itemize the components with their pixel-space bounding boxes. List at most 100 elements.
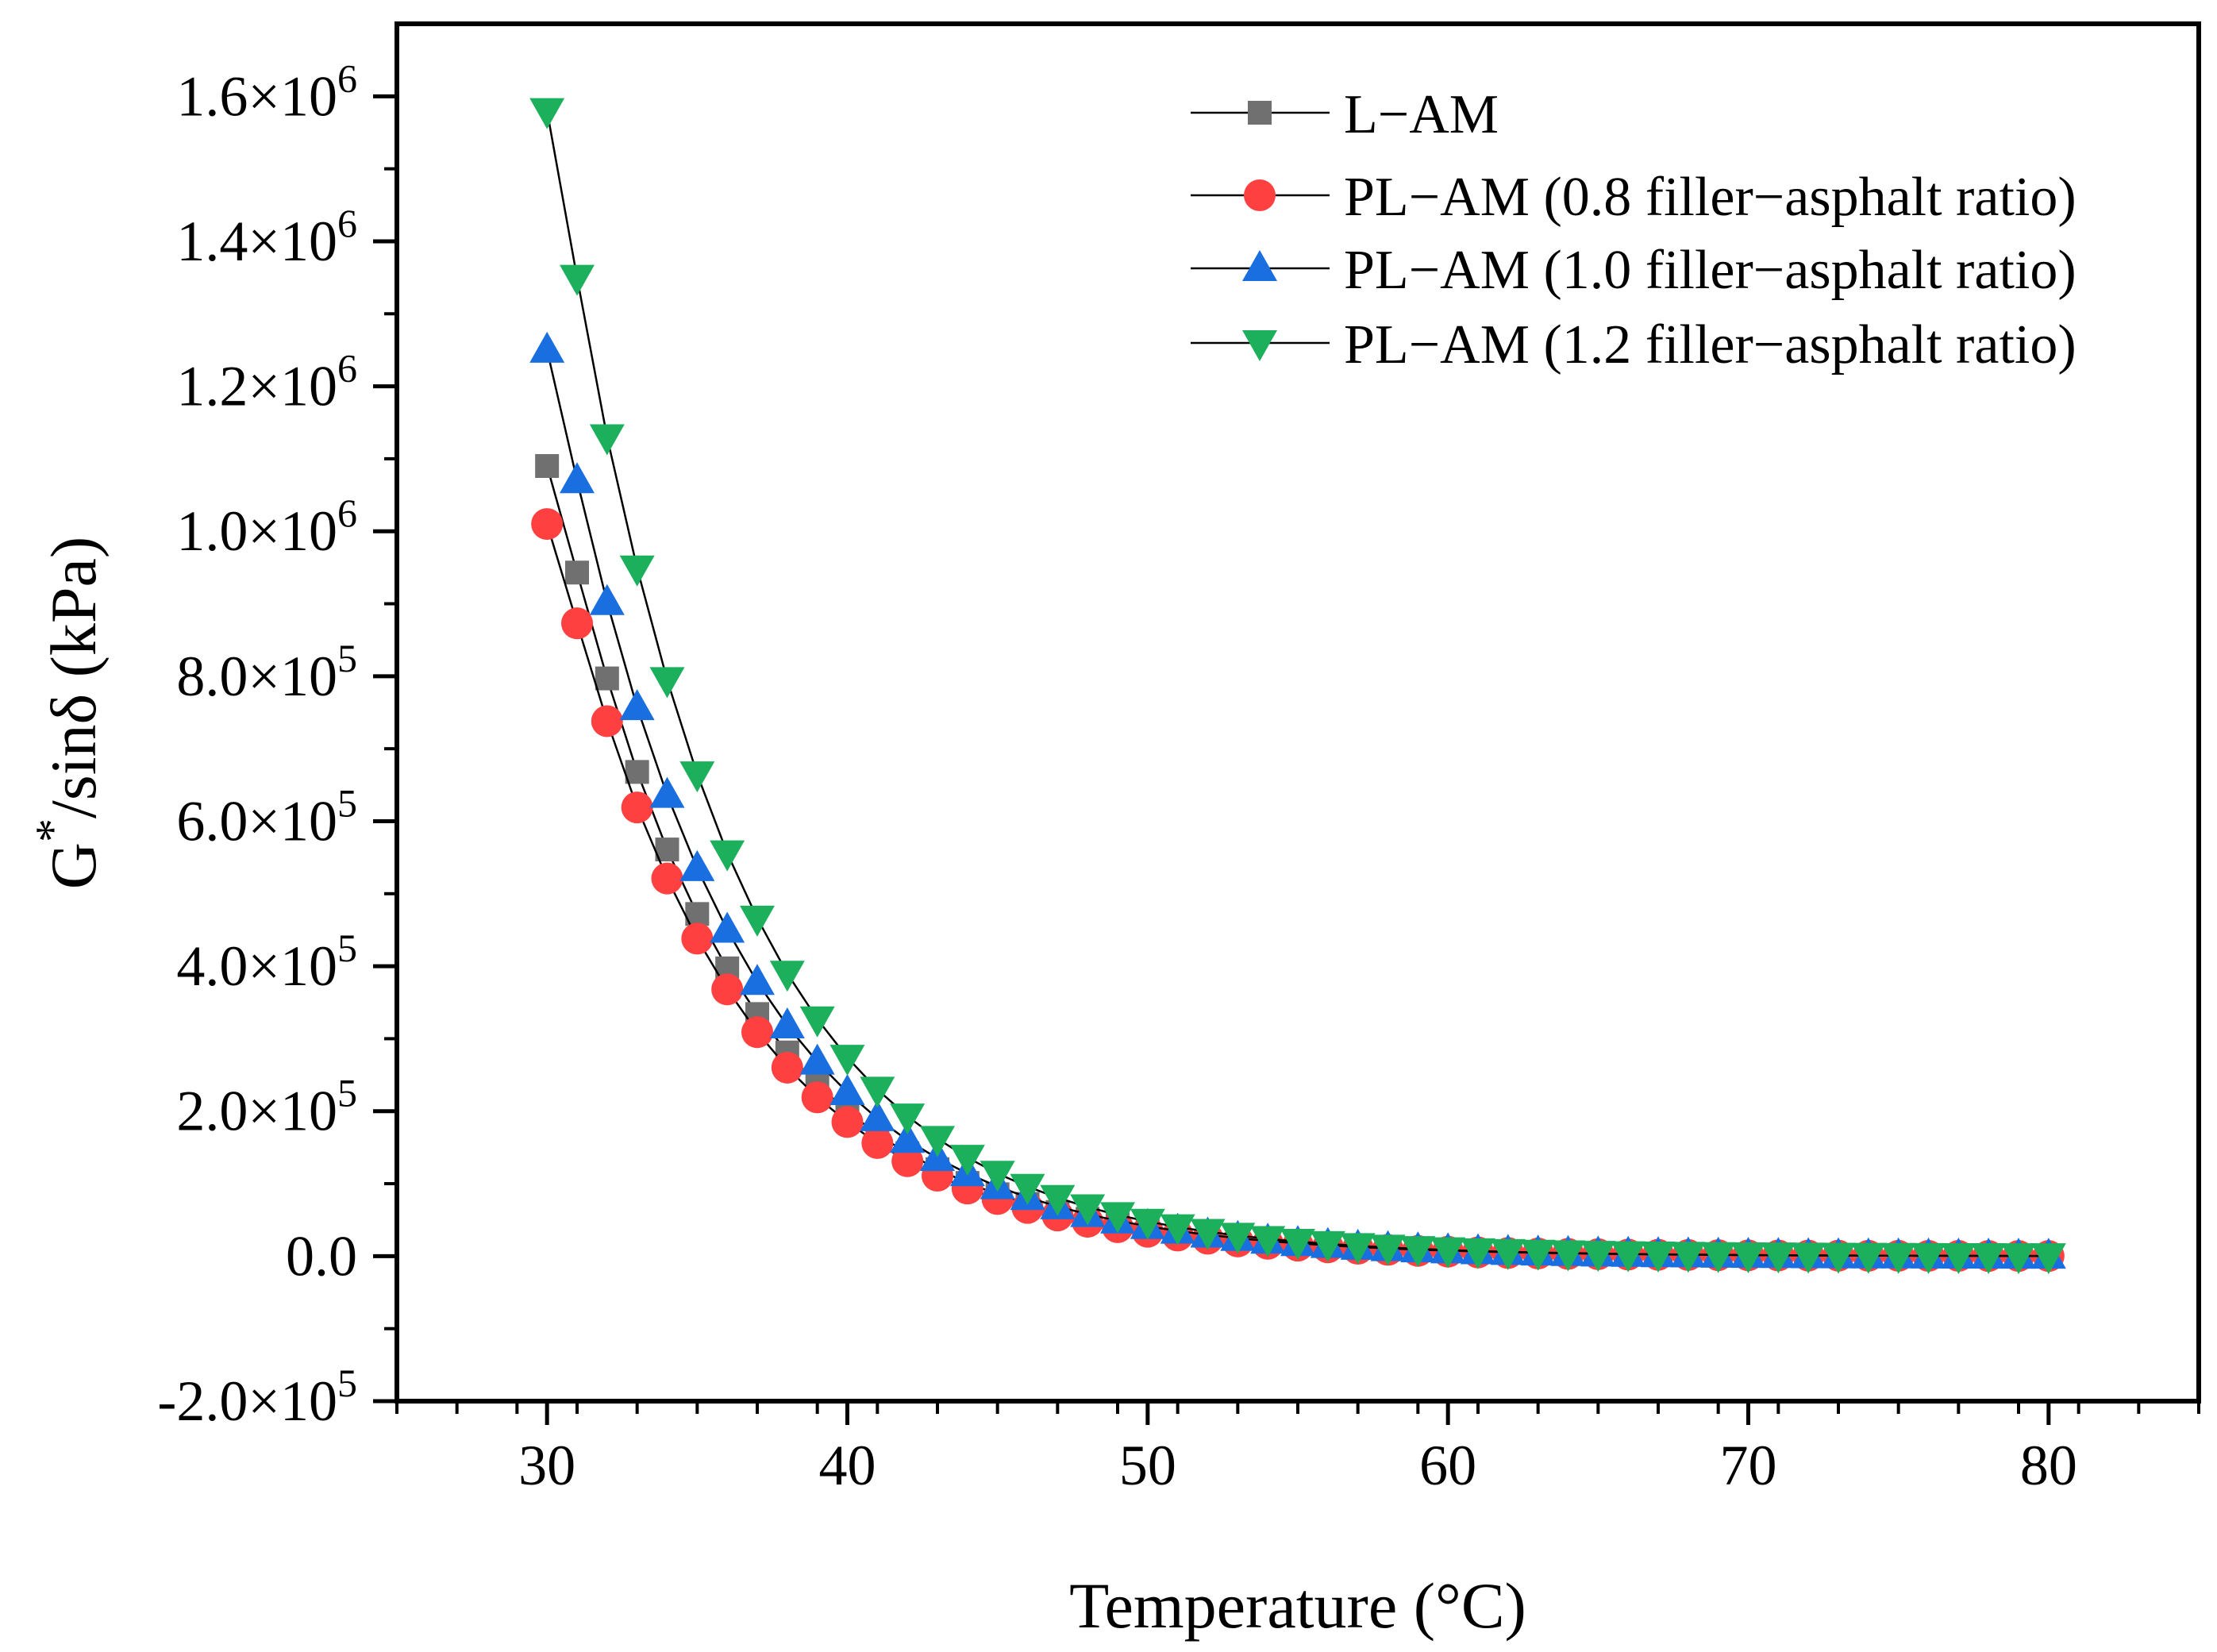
data-point [860,1076,895,1108]
data-point [1971,1243,2007,1275]
data-point [2001,1243,2036,1275]
data-point [710,840,745,872]
data-point [1580,1241,1616,1273]
y-tick-label: 2.0×105 [176,1071,357,1143]
x-tick-label: 30 [518,1434,575,1497]
data-point [801,1081,833,1114]
y-tick-exponent: 5 [337,1361,357,1405]
data-point [595,666,619,691]
data-point [625,760,649,784]
data-point [651,862,683,895]
y-axis-label: G*/sinδ (kPa) [26,537,110,889]
data-point [2030,1243,2066,1275]
plot-frame [395,21,2201,1404]
data-point [1911,1242,1946,1274]
legend-marker [1242,330,1277,361]
data-point [1490,1238,1526,1270]
y-axis-label-rest: /sinδ (kPa) [37,537,110,818]
y-tick-exponent: 6 [337,201,357,245]
data-point [1220,1223,1256,1254]
data-point [861,1126,894,1159]
data-point [589,424,625,456]
data-point [1761,1242,1796,1274]
data-point [1791,1242,1826,1274]
x-tick-labels: 30 40 50 60 70 80 [518,1434,2077,1497]
data-point [831,1106,864,1138]
y-tick-mantissa: -2.0×10 [157,1369,337,1433]
legend-label: L−AM [1344,84,1499,145]
data-point [535,454,560,479]
y-tick-label: 0.0 [286,1224,357,1288]
data-point [1040,1184,1076,1216]
y-tick-mantissa: 1.0×10 [176,499,337,563]
data-point [621,791,653,824]
y-tick-exponent: 6 [337,491,357,535]
data-point [829,1045,865,1076]
data-point [1670,1242,1706,1273]
y-tick-exponent: 6 [337,346,357,391]
data-point [529,331,565,363]
y-tick-label: 8.0×105 [176,636,357,708]
x-tick-label: 40 [819,1434,876,1497]
legend-label: PL−AM (1.0 filler−asphalt ratio) [1344,240,2077,301]
data-point [771,1051,803,1084]
y-tick-exponent: 5 [337,636,357,680]
data-point [1520,1239,1556,1271]
data-point [1461,1238,1495,1269]
y-tick-mantissa: 0.0 [286,1224,357,1288]
data-point [799,1006,835,1038]
y-axis-label-superscript: * [26,818,79,842]
legend-label: PL−AM (1.2 filler−asphalt ratio) [1344,314,2077,375]
data-point [1880,1242,1916,1274]
data-point [560,264,595,296]
y-tick-label: 1.2×106 [176,346,357,418]
data-point [860,1099,895,1131]
data-point [829,1073,865,1105]
y-tick-mantissa: 1.6×10 [176,64,337,128]
legend-label: PL−AM (0.8 filler−asphalt ratio) [1344,167,2077,228]
legend-item: PL−AM (1.0 filler−asphalt ratio) [1191,240,2077,301]
data-point [740,964,775,995]
data-point [799,1043,835,1075]
y-tick-exponent: 5 [337,926,357,970]
data-point [529,98,565,129]
data-point [1010,1173,1045,1205]
series-layer [529,98,2066,1275]
data-point [980,1161,1015,1192]
data-point [1611,1241,1646,1273]
data-point [1850,1242,1886,1274]
y-tick-labels: 1.6×1061.4×1061.2×1061.0×1068.0×1056.0×1… [157,56,357,1433]
data-point [1821,1242,1856,1274]
data-point [619,555,655,587]
legend-item: L−AM [1191,84,1499,145]
x-tick-label: 70 [1720,1434,1777,1497]
y-tick-exponent: 5 [337,780,357,825]
data-point [649,667,685,699]
data-point [769,961,805,992]
data-point [649,776,685,808]
data-point [1190,1219,1226,1250]
data-point [1430,1237,1466,1269]
x-axis-label: Temperature (°C) [1069,1569,1526,1642]
data-point [1160,1214,1195,1246]
data-point [679,761,715,793]
legend-item: PL−AM (1.2 filler−asphalt ratio) [1191,314,2077,375]
data-point [891,1145,924,1177]
data-point [769,1007,805,1038]
data-point [711,973,744,1006]
y-tick-mantissa: 2.0×10 [176,1080,337,1143]
data-point [531,508,564,541]
y-tick-mantissa: 1.4×10 [176,210,337,273]
x-tick-label: 50 [1119,1434,1176,1497]
y-tick-exponent: 5 [337,1071,357,1115]
series-4 [529,98,2066,1275]
data-point [1310,1230,1345,1262]
data-point [681,922,714,955]
data-point [740,905,775,937]
data-point [1280,1229,1315,1261]
y-tick-exponent: 6 [337,56,357,100]
data-point [679,849,715,881]
data-point [1700,1242,1736,1273]
